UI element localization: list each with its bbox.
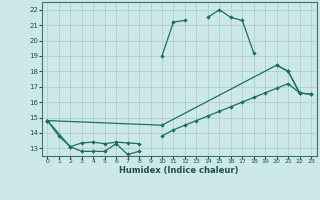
X-axis label: Humidex (Indice chaleur): Humidex (Indice chaleur): [119, 166, 239, 175]
